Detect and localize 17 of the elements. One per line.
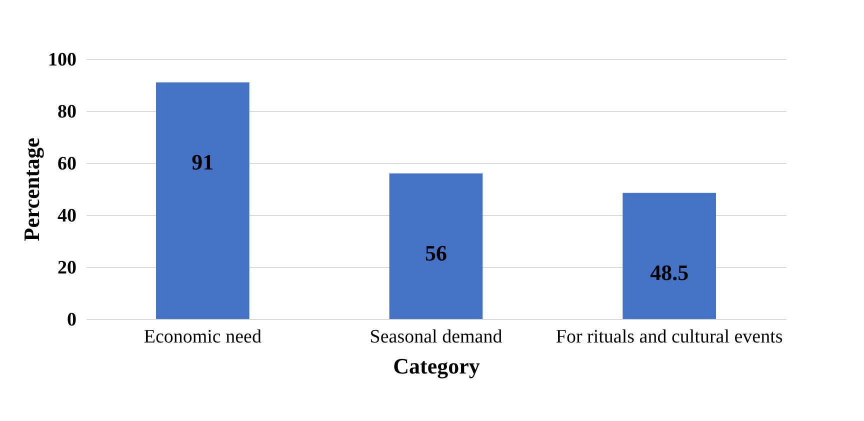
y-tick-label: 40 xyxy=(58,206,76,226)
x-tick-label: Economic need xyxy=(144,326,262,348)
bar xyxy=(156,82,250,319)
x-axis-title: Category xyxy=(393,354,480,378)
bar xyxy=(622,192,716,319)
y-tick-label: 20 xyxy=(58,258,76,278)
bar xyxy=(389,173,483,319)
y-tick-label: 60 xyxy=(58,154,76,174)
x-tick-label: Seasonal demand xyxy=(370,326,503,348)
data-label: 91 xyxy=(192,149,214,174)
y-tick-label: 0 xyxy=(67,310,76,330)
y-tick-label: 80 xyxy=(58,102,76,122)
y-tick-label: 100 xyxy=(48,50,76,70)
y-axis-title: Percentage xyxy=(19,138,44,242)
data-label: 56 xyxy=(425,240,447,266)
x-tick-label: For rituals and cultural events xyxy=(556,326,783,348)
data-label: 48.5 xyxy=(650,260,689,285)
